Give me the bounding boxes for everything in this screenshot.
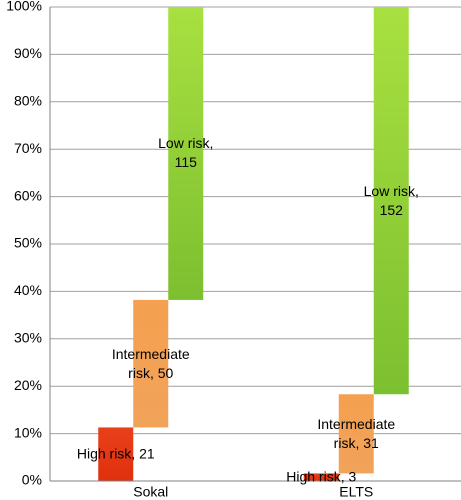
bar-segment: [373, 7, 409, 395]
data-label: Intermediate risk, 50: [111, 345, 190, 381]
x-tick-label: Sokal: [133, 484, 168, 500]
y-tick-label: 30%: [14, 330, 42, 346]
data-label: High risk, 3: [286, 468, 357, 485]
bar-segment: [133, 299, 169, 428]
x-tick-label: ELTS: [339, 484, 373, 500]
data-label: Low risk, 152: [363, 182, 419, 218]
bar-segment: [98, 427, 134, 481]
data-label: Intermediate risk, 31: [317, 415, 396, 451]
y-tick-label: 70%: [14, 140, 42, 156]
bar-segment: [168, 7, 204, 300]
y-tick-label: 50%: [14, 235, 42, 251]
bar-segment: [303, 473, 339, 481]
y-tick-label: 90%: [14, 45, 42, 61]
y-tick-label: 80%: [14, 93, 42, 109]
data-label: High risk, 21: [76, 445, 155, 462]
y-tick-label: 60%: [14, 187, 42, 203]
y-tick-label: 100%: [6, 0, 42, 14]
bar-segment: [338, 394, 374, 474]
y-tick-label: 40%: [14, 282, 42, 298]
y-tick-label: 0%: [22, 472, 42, 488]
data-label: Low risk, 115: [158, 135, 214, 171]
y-tick-label: 20%: [14, 377, 42, 393]
y-tick-label: 10%: [14, 424, 42, 440]
